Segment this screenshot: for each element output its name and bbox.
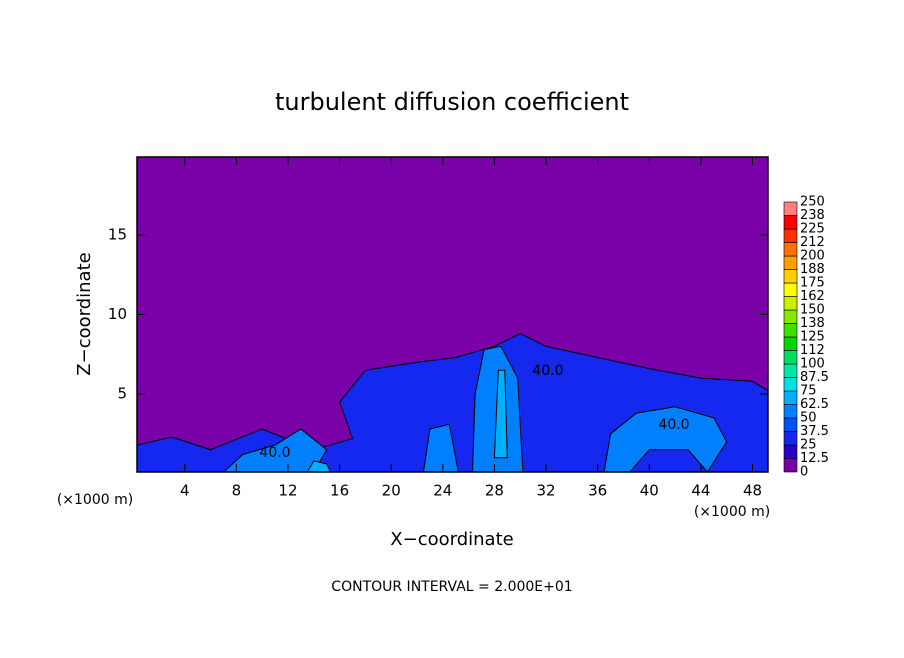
colorbar-tick-label: 225 — [800, 222, 825, 237]
y-tick-label: 5 — [117, 385, 127, 403]
x-tick-label: 36 — [588, 482, 607, 500]
x-tick-label: 44 — [691, 482, 710, 500]
x-tick-label: 12 — [278, 482, 297, 500]
colorbar-band — [783, 458, 798, 473]
colorbar-tick-label: 75 — [800, 384, 817, 399]
contour-region — [493, 369, 508, 459]
y-axis-label: Z−coordinate — [74, 252, 95, 375]
x-unit-label: (×1000 m) — [57, 492, 133, 508]
colorbar-tick-label: 162 — [800, 289, 825, 304]
colorbar-tick-label: 87.5 — [800, 370, 829, 385]
x-tick-label: 24 — [433, 482, 452, 500]
colorbar-tick-label: 212 — [800, 235, 825, 250]
colorbar-band — [783, 377, 798, 392]
colorbar-tick-label: 200 — [800, 249, 825, 264]
colorbar-band — [783, 296, 798, 311]
colorbar-tick-label: 250 — [800, 195, 825, 210]
colorbar-band — [783, 336, 798, 351]
colorbar-tick-label: 238 — [800, 208, 825, 223]
chart-title: turbulent diffusion coefficient — [275, 88, 629, 116]
colorbar-tick-label: 100 — [800, 357, 825, 372]
colorbar-band — [783, 269, 798, 284]
x-unit-label: (×1000 m) — [694, 504, 770, 520]
colorbar-band — [783, 228, 798, 243]
colorbar-band — [783, 323, 798, 338]
colorbar-band — [783, 215, 798, 230]
colorbar-band — [783, 309, 798, 324]
x-tick-label: 32 — [537, 482, 556, 500]
colorbar-band — [783, 363, 798, 378]
colorbar-band — [783, 282, 798, 297]
x-tick-label: 4 — [180, 482, 190, 500]
colorbar-band — [783, 431, 798, 446]
colorbar-band — [783, 404, 798, 419]
x-axis-label: X−coordinate — [390, 529, 513, 550]
colorbar-band — [783, 350, 798, 365]
colorbar-band — [783, 390, 798, 405]
contour-label: 40.0 — [532, 363, 563, 379]
colorbar-tick-label: 138 — [800, 316, 825, 331]
colorbar-band — [783, 417, 798, 432]
colorbar-tick-label: 37.5 — [800, 424, 829, 439]
x-tick-label: 48 — [743, 482, 762, 500]
colorbar-tick-label: 50 — [800, 411, 817, 426]
colorbar-tick-label: 150 — [800, 303, 825, 318]
x-tick-label: 40 — [640, 482, 659, 500]
x-tick-label: 8 — [232, 482, 242, 500]
colorbar-tick-label: 175 — [800, 276, 825, 291]
colorbar-band — [783, 255, 798, 270]
colorbar-band — [783, 242, 798, 257]
x-tick-label: 16 — [330, 482, 349, 500]
colorbar-tick-label: 62.5 — [800, 397, 829, 412]
colorbar-tick-label: 125 — [800, 330, 825, 345]
y-tick-label: 10 — [108, 305, 127, 323]
colorbar-band — [783, 201, 798, 216]
colorbar-tick-label: 25 — [800, 438, 817, 453]
contour-label: 40.0 — [658, 417, 689, 433]
contour-region — [603, 406, 728, 473]
x-tick-label: 20 — [382, 482, 401, 500]
colorbar-tick-label: 188 — [800, 262, 825, 277]
y-tick-label: 15 — [108, 225, 127, 243]
footnote: CONTOUR INTERVAL = 2.000E+01 — [331, 579, 572, 595]
colorbar-band — [783, 444, 798, 459]
colorbar-tick-label: 0 — [800, 465, 808, 480]
x-tick-label: 28 — [485, 482, 504, 500]
colorbar-tick-label: 12.5 — [800, 451, 829, 466]
colorbar-tick-label: 112 — [800, 343, 825, 358]
contour-label: 40.0 — [259, 445, 290, 461]
